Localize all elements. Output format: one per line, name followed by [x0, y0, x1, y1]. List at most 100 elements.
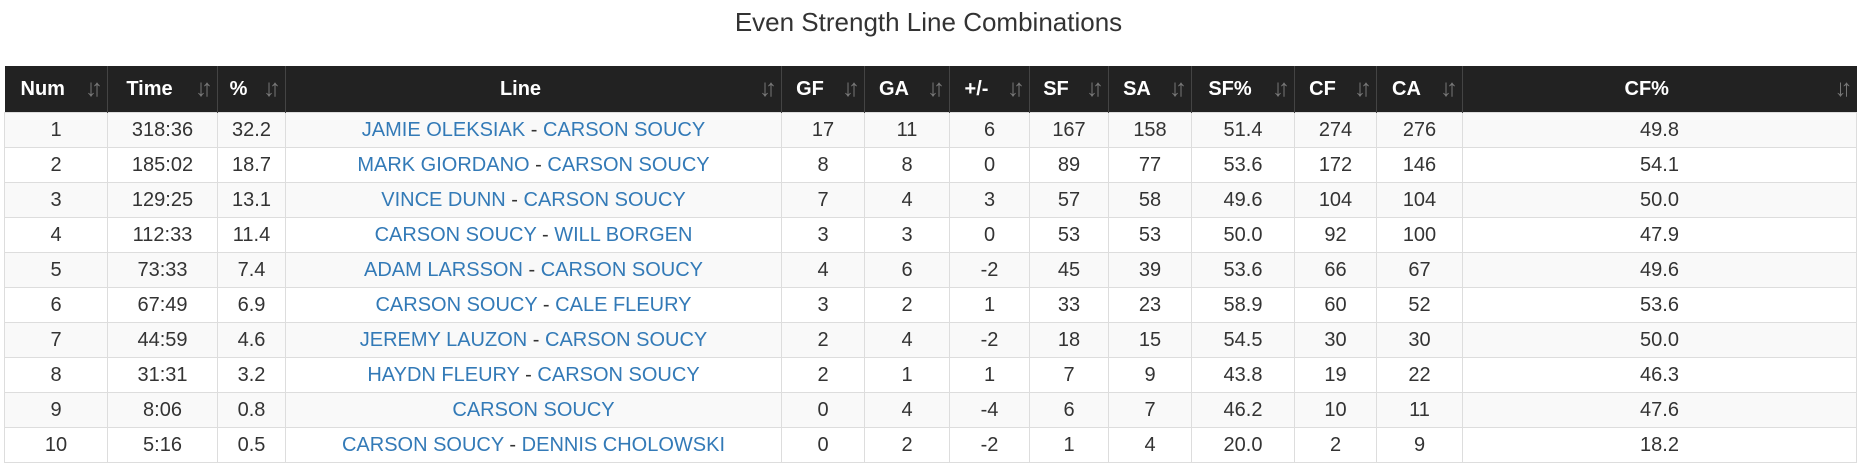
- player-link[interactable]: CARSON SOUCY: [547, 153, 710, 176]
- line-separator: -: [542, 293, 550, 316]
- sort-icon[interactable]: ↓↑: [1086, 75, 1104, 102]
- player-link[interactable]: HAYDN FLEURY: [367, 363, 520, 386]
- line-separator: -: [528, 258, 536, 281]
- cell-line: VINCE DUNN - CARSON SOUCY: [285, 182, 782, 218]
- cell-num: 9: [4, 392, 108, 428]
- cell-time: 112:33: [107, 217, 218, 253]
- cell-ga: 3: [864, 217, 950, 253]
- player-link[interactable]: CARSON SOUCY: [540, 258, 703, 281]
- cell-ca: 100: [1376, 217, 1463, 253]
- sort-icon[interactable]: ↓↑: [1834, 75, 1853, 102]
- cell-gf: 2: [781, 357, 865, 393]
- cell-line: HAYDN FLEURY - CARSON SOUCY: [285, 357, 782, 393]
- cell-sfp: 50.0: [1191, 217, 1295, 253]
- cell-time: 73:33: [107, 252, 218, 288]
- line-separator: -: [542, 223, 549, 246]
- column-header-sf[interactable]: SF ↓↑: [1029, 66, 1109, 113]
- column-header-label: SF%: [1208, 77, 1252, 100]
- cell-cf: 19: [1294, 357, 1377, 393]
- cell-ga: 1: [864, 357, 950, 393]
- sort-icon[interactable]: ↓↑: [842, 75, 860, 102]
- column-header-sa[interactable]: SA ↓↑: [1108, 66, 1192, 113]
- cell-time: 8:06: [107, 392, 218, 428]
- cell-sfp: 49.6: [1191, 182, 1295, 218]
- cell-cf: 2: [1294, 427, 1377, 463]
- column-header-cf[interactable]: CF ↓↑: [1294, 66, 1377, 113]
- cell-cfp: 50.0: [1462, 182, 1857, 218]
- player-link[interactable]: CARSON SOUCY: [545, 328, 708, 351]
- column-header-gf[interactable]: GF ↓↑: [781, 66, 865, 113]
- sort-icon[interactable]: ↓↑: [1169, 75, 1187, 102]
- player-link[interactable]: MARK GIORDANO: [357, 153, 530, 176]
- cell-time: 129:25: [107, 182, 218, 218]
- column-header-label: Line: [499, 77, 542, 100]
- cell-num: 4: [4, 217, 108, 253]
- player-link[interactable]: DENNIS CHOLOWSKI: [521, 433, 726, 456]
- cell-cfp: 50.0: [1462, 322, 1857, 358]
- cell-sa: 39: [1108, 252, 1192, 288]
- sort-icon[interactable]: ↓↑: [1440, 75, 1458, 102]
- cell-ga: 2: [864, 287, 950, 323]
- player-link[interactable]: CARSON SOUCY: [537, 363, 700, 386]
- column-header-pct[interactable]: % ↓↑: [217, 66, 286, 113]
- player-link[interactable]: CARSON SOUCY: [374, 223, 537, 246]
- cell-pm: 6: [949, 112, 1030, 148]
- cell-sa: 77: [1108, 147, 1192, 183]
- table-row: 9 8:06 0.8 CARSON SOUCY 0 4 -4 6 7 46.2 10 11 47.6: [4, 392, 1857, 428]
- cell-sa: 7: [1108, 392, 1192, 428]
- player-link[interactable]: JEREMY LAUZON: [359, 328, 528, 351]
- cell-cfp: 47.9: [1462, 217, 1857, 253]
- sort-icon[interactable]: ↓↑: [85, 75, 103, 102]
- player-link[interactable]: CARSON SOUCY: [452, 398, 615, 421]
- cell-ca: 22: [1376, 357, 1463, 393]
- line-separator: -: [511, 188, 518, 211]
- cell-sfp: 58.9: [1191, 287, 1295, 323]
- sort-icon[interactable]: ↓↑: [927, 75, 945, 102]
- column-header-num[interactable]: Num ↓↑: [4, 66, 108, 113]
- column-header-pm[interactable]: +/- ↓↑: [949, 66, 1030, 113]
- cell-num: 7: [4, 322, 108, 358]
- cell-cfp: 18.2: [1462, 427, 1857, 463]
- sort-icon[interactable]: ↓↑: [263, 75, 281, 102]
- column-header-time[interactable]: Time ↓↑: [107, 66, 218, 113]
- cell-pm: 0: [949, 147, 1030, 183]
- cell-sa: 9: [1108, 357, 1192, 393]
- sort-icon[interactable]: ↓↑: [1007, 75, 1025, 102]
- cell-gf: 2: [781, 322, 865, 358]
- column-header-line[interactable]: Line ↓↑: [285, 66, 782, 113]
- cell-line: JEREMY LAUZON - CARSON SOUCY: [285, 322, 782, 358]
- player-link[interactable]: JAMIE OLEKSIAK: [361, 118, 526, 141]
- player-link[interactable]: WILL BORGEN: [554, 223, 693, 246]
- cell-sf: 33: [1029, 287, 1109, 323]
- cell-sf: 89: [1029, 147, 1109, 183]
- cell-cfp: 49.6: [1462, 252, 1857, 288]
- sort-icon[interactable]: ↓↑: [1272, 75, 1290, 102]
- player-link[interactable]: CARSON SOUCY: [523, 188, 686, 211]
- column-header-label: Time: [126, 77, 173, 100]
- cell-sf: 57: [1029, 182, 1109, 218]
- cell-time: 31:31: [107, 357, 218, 393]
- sort-icon[interactable]: ↓↑: [759, 75, 777, 102]
- cell-pm: 0: [949, 217, 1030, 253]
- cell-sf: 1: [1029, 427, 1109, 463]
- cell-sa: 23: [1108, 287, 1192, 323]
- player-link[interactable]: VINCE DUNN: [381, 188, 506, 211]
- column-header-label: SF: [1043, 77, 1069, 100]
- player-link[interactable]: CALE FLEURY: [555, 293, 692, 316]
- player-link[interactable]: ADAM LARSSON: [364, 258, 523, 281]
- column-header-ca[interactable]: CA ↓↑: [1376, 66, 1463, 113]
- player-link[interactable]: CARSON SOUCY: [375, 293, 538, 316]
- player-link[interactable]: CARSON SOUCY: [542, 118, 706, 141]
- cell-time: 67:49: [107, 287, 218, 323]
- sort-icon[interactable]: ↓↑: [195, 75, 213, 102]
- cell-time: 44:59: [107, 322, 218, 358]
- cell-sf: 53: [1029, 217, 1109, 253]
- column-header-ga[interactable]: GA ↓↑: [864, 66, 950, 113]
- cell-sf: 18: [1029, 322, 1109, 358]
- cell-sa: 53: [1108, 217, 1192, 253]
- column-header-cfp[interactable]: CF% ↓↑: [1462, 66, 1857, 113]
- cell-ca: 30: [1376, 322, 1463, 358]
- sort-icon[interactable]: ↓↑: [1354, 75, 1372, 102]
- column-header-sfp[interactable]: SF% ↓↑: [1191, 66, 1295, 113]
- player-link[interactable]: CARSON SOUCY: [341, 433, 504, 456]
